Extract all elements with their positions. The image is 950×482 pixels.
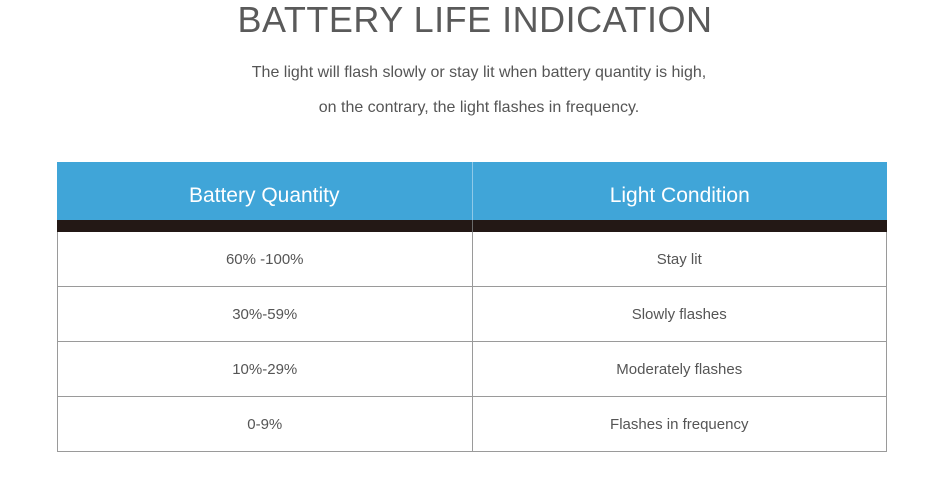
divider-segment [57, 220, 472, 232]
description-line-1: The light will flash slowly or stay lit … [251, 64, 707, 81]
battery-quantity-cell: 30%-59% [232, 305, 298, 323]
battery-quantity-cell: 0-9% [247, 415, 283, 433]
light-condition-cell: Flashes in frequency [471, 397, 887, 451]
table-row: 60% -100% Stay lit [57, 232, 887, 287]
table-row: 30%-59% Slowly flashes [57, 287, 887, 342]
battery-indication-table: Battery Quantity Light Condition 60% -10… [57, 162, 887, 452]
header-divider-bar [57, 220, 887, 232]
battery-quantity-cell: 60% -100% [225, 250, 304, 268]
column-header-battery-quantity: Battery Quantity [188, 184, 340, 207]
table-row: 0-9% Flashes in frequency [57, 397, 887, 452]
table-header-row: Battery Quantity Light Condition [57, 162, 887, 220]
table-row: 10%-29% Moderately flashes [57, 342, 887, 397]
page-title: BATTERY LIFE INDICATION [237, 0, 713, 40]
light-condition-cell: Slowly flashes [471, 287, 887, 341]
description-line-2: on the contrary, the light flashes in fr… [318, 99, 640, 116]
light-condition-cell: Stay lit [471, 232, 887, 286]
light-condition-cell: Moderately flashes [471, 342, 887, 396]
column-header-light-condition: Light Condition [471, 162, 888, 220]
battery-quantity-cell: 10%-29% [232, 360, 298, 378]
divider-segment [471, 220, 888, 232]
